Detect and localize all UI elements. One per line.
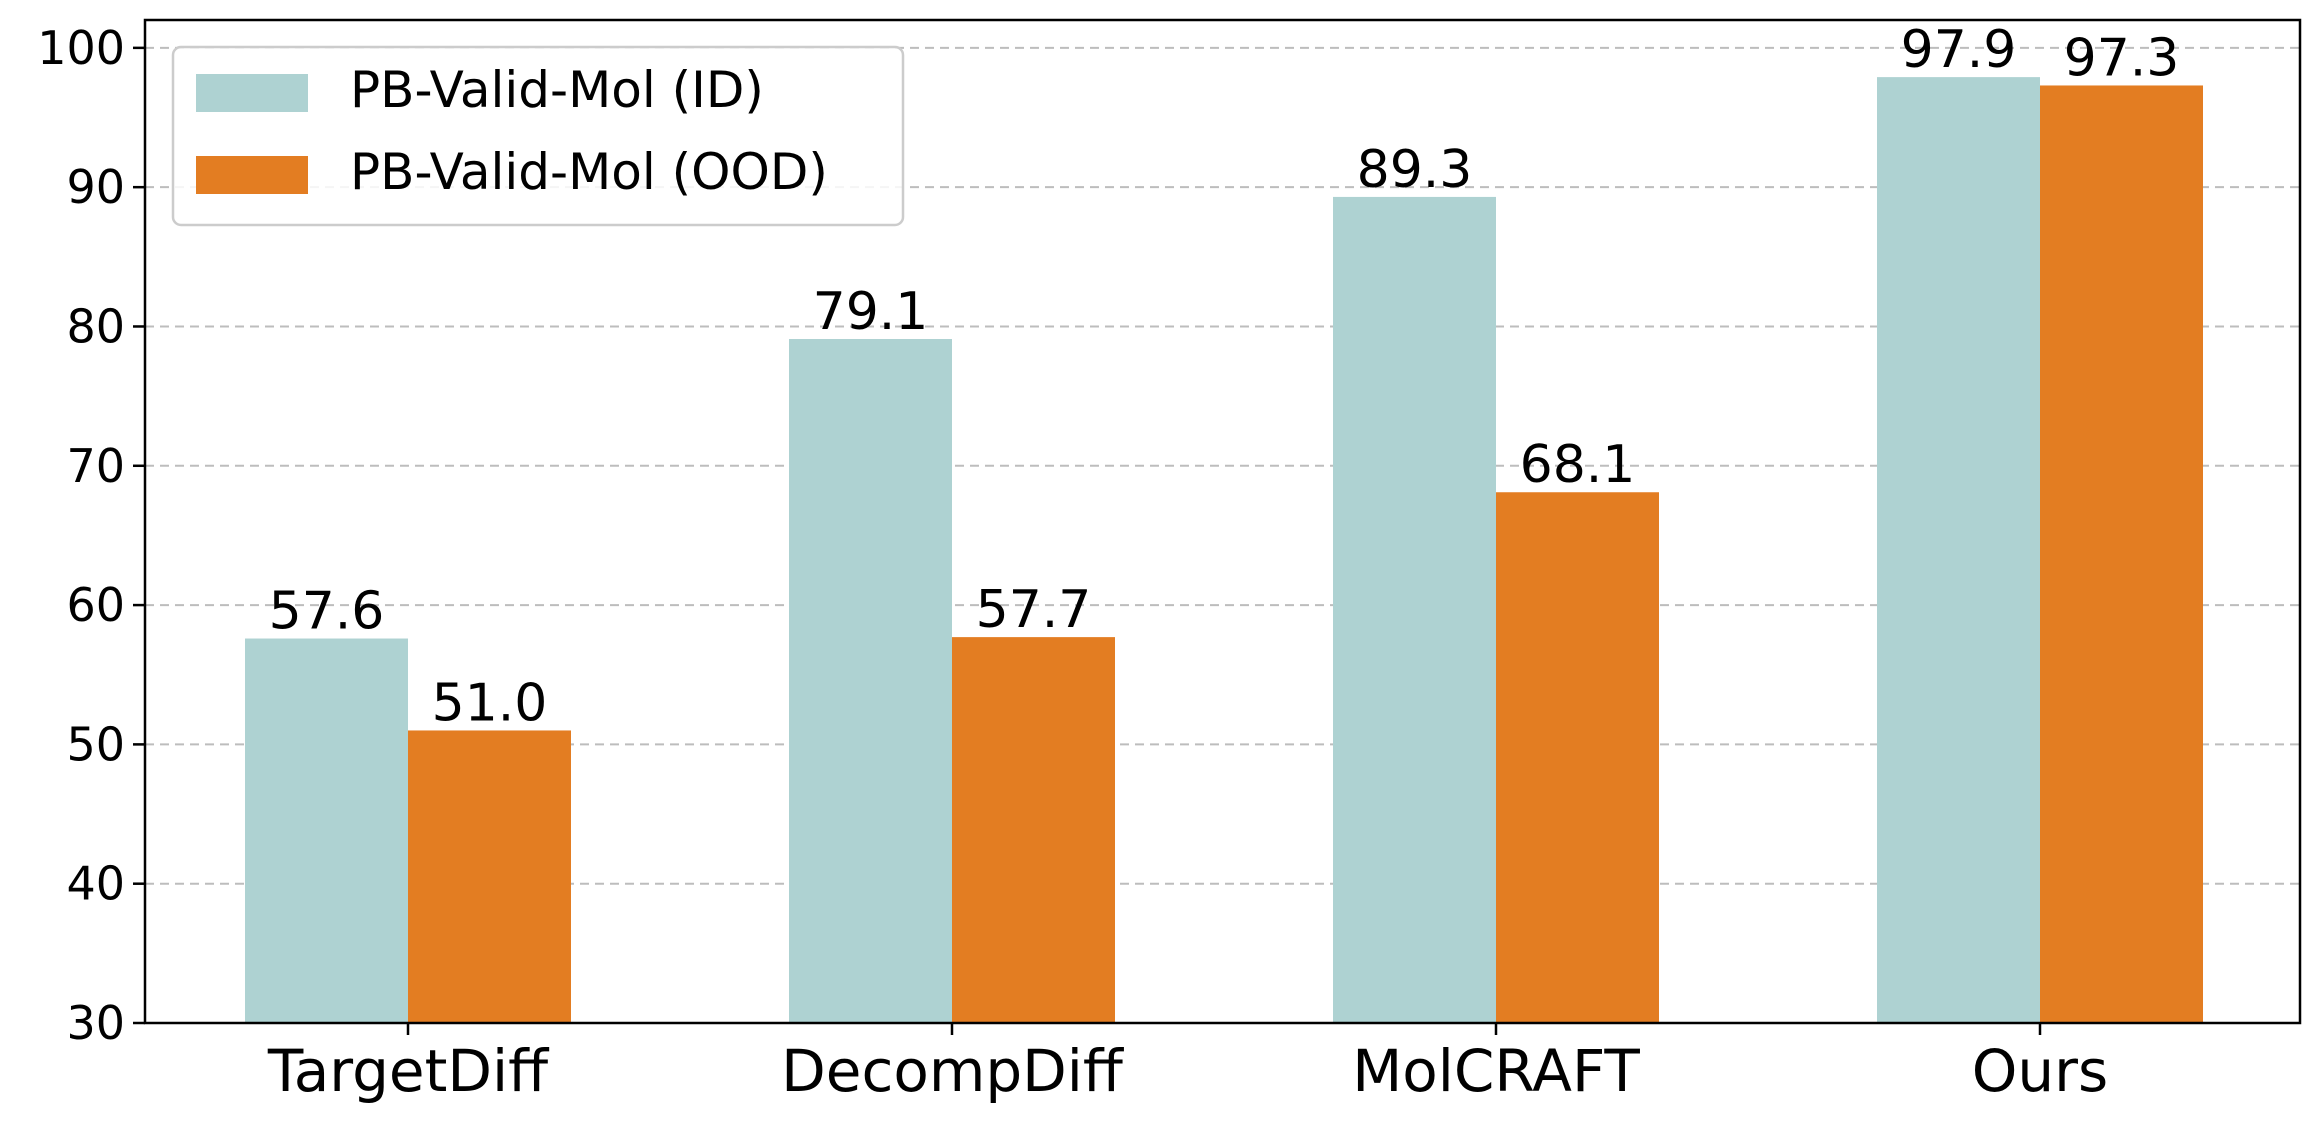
y-tick-label: 60 <box>66 578 125 632</box>
y-tick-label: 30 <box>66 996 125 1050</box>
x-tick-label: DecompDiff <box>781 1037 1125 1105</box>
bar <box>2040 85 2203 1023</box>
bar-value-label: 68.1 <box>1520 435 1636 495</box>
x-tick-label: TargetDiff <box>267 1037 550 1105</box>
bars <box>245 77 2203 1023</box>
bar <box>1877 77 2040 1023</box>
bar-value-label: 97.9 <box>1901 20 2017 80</box>
legend-swatch <box>196 74 308 112</box>
legend-label: PB-Valid-Mol (ID) <box>350 61 764 119</box>
y-tick-label: 80 <box>66 299 125 353</box>
data-labels: 57.6 51.0 79.1 57.7 89.3 68.1 97.9 97.3 <box>269 20 2180 733</box>
bar-value-label: 57.6 <box>269 582 385 642</box>
y-tick-label: 50 <box>66 717 125 771</box>
bar-value-label: 97.3 <box>2064 28 2180 88</box>
legend: PB-Valid-Mol (ID) PB-Valid-Mol (OOD) <box>171 45 905 227</box>
plot-frame <box>143 18 2302 1025</box>
legend-box <box>171 45 905 227</box>
y-tick-label: 90 <box>66 160 125 214</box>
axis-ticks: 30 40 50 60 70 80 90 100 TargetDiff DecompDiff Mol… <box>37 21 2108 1105</box>
y-tick-label: 100 <box>37 21 125 75</box>
legend-swatch <box>196 156 308 194</box>
y-tick-label: 70 <box>66 439 125 493</box>
x-tick-label: MolCRAFT <box>1352 1037 1640 1105</box>
y-tick-label: 40 <box>66 857 125 911</box>
bar <box>952 637 1115 1023</box>
bar <box>245 638 408 1023</box>
bar <box>789 339 952 1023</box>
legend-label: PB-Valid-Mol (OOD) <box>350 143 828 201</box>
bar-value-label: 57.7 <box>976 580 1092 640</box>
x-tick-label: Ours <box>1972 1037 2108 1105</box>
bar <box>1496 492 1659 1023</box>
bar-value-label: 51.0 <box>432 673 548 733</box>
bar <box>1333 196 1496 1023</box>
bar <box>408 730 571 1023</box>
bar-value-label: 89.3 <box>1357 140 1473 200</box>
bar-value-label: 79.1 <box>813 282 929 342</box>
